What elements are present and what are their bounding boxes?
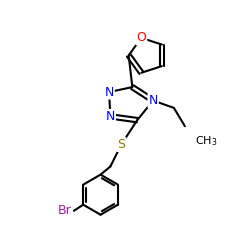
Text: O: O	[136, 32, 146, 44]
Text: Br: Br	[58, 204, 72, 217]
Text: N: N	[106, 110, 115, 123]
Text: CH$_3$: CH$_3$	[195, 134, 217, 148]
Text: N: N	[148, 94, 158, 107]
Text: N: N	[104, 86, 114, 98]
Text: S: S	[117, 138, 125, 151]
